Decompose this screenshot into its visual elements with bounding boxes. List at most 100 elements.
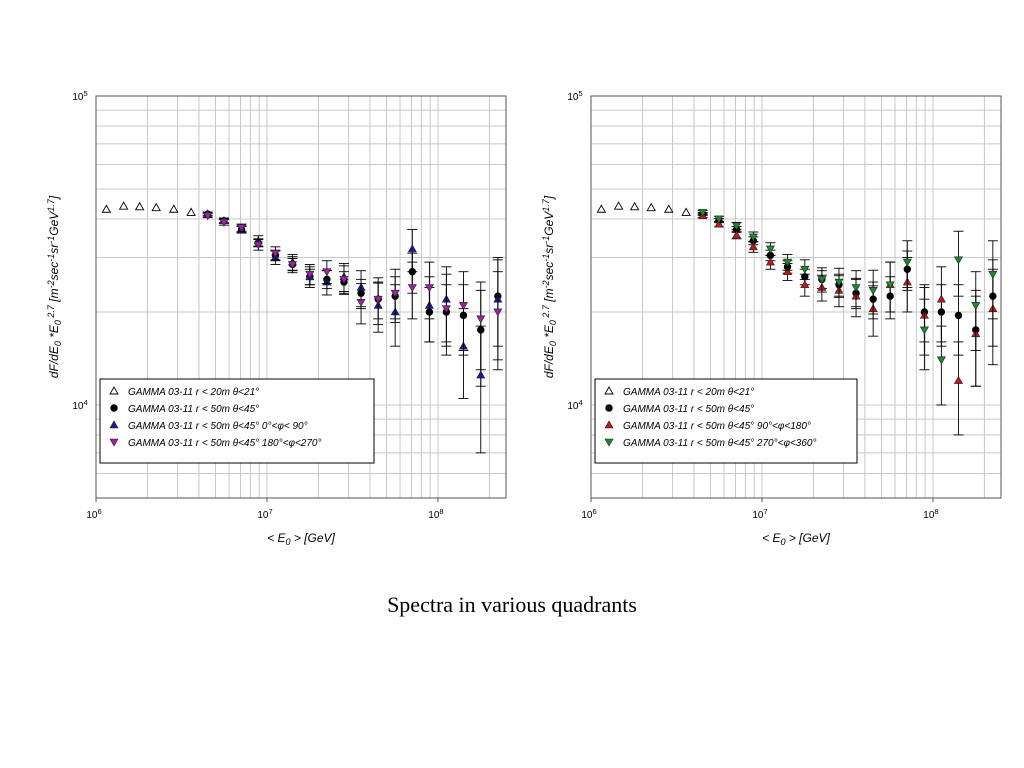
- data-point: [765, 257, 775, 266]
- data-point: [732, 222, 742, 231]
- data-point: [186, 207, 196, 216]
- y-axis-label: dF/dE0 *E0 2.7 [m-2sec-1sr-1GeV1.7]: [46, 195, 63, 378]
- legend-entry-label: GAMMA 03-11 r < 50m θ<45°: [128, 404, 259, 415]
- figure-caption: Spectra in various quadrants: [387, 592, 637, 617]
- data-point: [373, 295, 383, 304]
- series-3: [202, 212, 503, 371]
- series-1: [697, 210, 998, 387]
- data-point: [748, 242, 758, 251]
- series-3: [697, 209, 998, 406]
- data-point: [800, 280, 810, 289]
- data-point: [954, 311, 963, 320]
- y-tick-label: 105: [72, 89, 87, 103]
- legend-box: [99, 378, 375, 464]
- plot-frame: [95, 95, 507, 499]
- data-point: [203, 212, 213, 221]
- data-point: [800, 265, 810, 274]
- x-tick-label: 106: [86, 507, 101, 521]
- data-point: [732, 230, 742, 239]
- data-point: [110, 404, 118, 412]
- data-point: [953, 256, 963, 265]
- data-point: [596, 204, 607, 213]
- chart-1-svg: 106 107 108 104 105 < E0 > [GeV] dF/dE0 *E0 2.…: [541, 89, 1002, 547]
- data-point: [270, 249, 280, 258]
- data-point: [493, 308, 503, 317]
- data-point: [765, 245, 775, 254]
- series-0: [101, 201, 196, 216]
- data-point: [613, 201, 624, 210]
- data-point: [902, 258, 912, 267]
- data-point: [168, 204, 179, 213]
- data-point: [919, 326, 929, 335]
- series-0: [596, 201, 691, 216]
- data-point: [237, 224, 247, 233]
- series-1: [202, 210, 503, 387]
- data-point: [681, 207, 691, 216]
- right-spectrum-chart: 106 107 108 104 105 < E0 > [GeV] dF/dE0 *E0 2.…: [535, 85, 1015, 555]
- data-point: [390, 289, 400, 298]
- data-point: [356, 298, 366, 307]
- x-tick-label: 107: [752, 507, 767, 521]
- legend-entry-label: GAMMA 03-11 r < 50m θ<45° 270°<φ<360°: [623, 438, 817, 449]
- data-point: [885, 281, 895, 290]
- data-point: [646, 202, 656, 212]
- data-point: [698, 209, 708, 218]
- data-point: [109, 386, 119, 395]
- data-point: [476, 370, 486, 379]
- data-point: [604, 386, 614, 395]
- data-point: [605, 404, 613, 412]
- data-point: [476, 315, 486, 324]
- legend-entry-label: GAMMA 03-11 r < 20m θ<21°: [623, 387, 754, 398]
- data-point: [109, 420, 119, 429]
- data-point: [851, 284, 861, 293]
- y-tick-label: 105: [567, 89, 582, 103]
- data-point: [834, 278, 844, 287]
- x-tick-label: 108: [923, 507, 938, 521]
- legend-box: [594, 378, 858, 464]
- x-tick-label: 108: [428, 507, 443, 521]
- data-point: [287, 261, 298, 270]
- data-point: [663, 204, 674, 213]
- data-point: [868, 287, 878, 295]
- legend-entry-label: GAMMA 03-11 r < 50m θ<45° 0°<φ< 90°: [128, 421, 308, 432]
- chart-0-svg: 106 107 108 104 105 < E0 > [GeV] dF/dE0 *E0 2.…: [46, 89, 507, 547]
- data-point: [971, 302, 981, 311]
- legend-entry-label: GAMMA 03-11 r < 50m θ<45°: [623, 404, 754, 415]
- y-tick-label: 104: [72, 398, 87, 412]
- data-point: [151, 202, 161, 212]
- legend: GAMMA 03-11 r < 20m θ<21° GAMMA 03-11 r <…: [594, 378, 858, 464]
- legend-entry-label: GAMMA 03-11 r < 50m θ<45° 180°<φ<270°: [128, 438, 322, 449]
- data-point: [782, 267, 793, 276]
- x-tick-label: 106: [581, 507, 596, 521]
- data-point: [604, 438, 614, 447]
- legend-entry-label: GAMMA 03-11 r < 20m θ<21°: [128, 387, 259, 398]
- data-point: [424, 284, 434, 293]
- x-axis-label: < E0 > [GeV]: [267, 531, 335, 547]
- y-tick-label: 104: [567, 398, 582, 412]
- data-point: [134, 201, 145, 211]
- data-point: [817, 276, 827, 284]
- data-point: [407, 284, 417, 293]
- plot-frame: [590, 95, 1002, 499]
- data-point: [253, 241, 263, 250]
- data-point: [458, 302, 468, 311]
- data-point: [953, 375, 963, 384]
- data-point: [714, 215, 724, 224]
- data-point: [936, 356, 946, 365]
- y-axis-label: dF/dE0 *E0 2.7 [m-2sec-1sr-1GeV1.7]: [541, 195, 558, 378]
- data-point: [604, 420, 614, 429]
- data-point: [988, 270, 998, 279]
- data-point: [118, 201, 129, 210]
- data-point: [714, 219, 724, 228]
- legend: GAMMA 03-11 r < 20m θ<21° GAMMA 03-11 r <…: [99, 378, 375, 464]
- legend-entry-label: GAMMA 03-11 r < 50m θ<45° 90°<φ<180°: [623, 421, 811, 432]
- data-point: [109, 438, 119, 447]
- data-point: [322, 268, 332, 277]
- data-point: [629, 201, 640, 211]
- data-point: [748, 233, 758, 242]
- data-point: [407, 244, 417, 253]
- data-point: [339, 276, 349, 284]
- x-tick-label: 107: [257, 507, 272, 521]
- data-point: [936, 294, 946, 303]
- data-point: [101, 204, 112, 213]
